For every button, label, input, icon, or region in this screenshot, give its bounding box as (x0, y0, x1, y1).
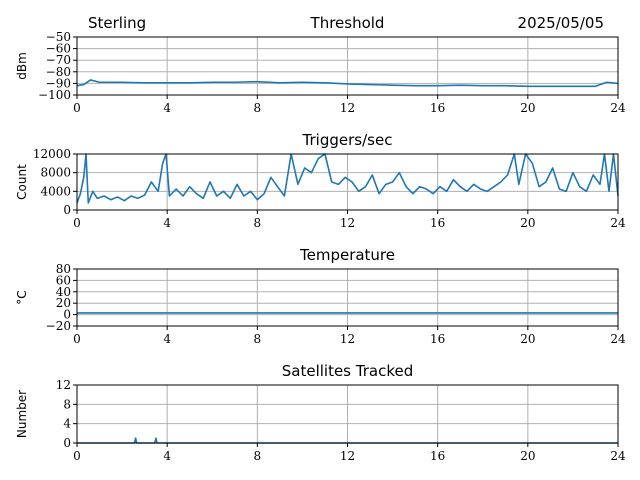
triggers-sec-x-tick-label: 16 (430, 216, 445, 230)
triggers-sec-panel: 0 4 8 12 16 20 24 0 4000 8000 12000 Triggers/sec Cou… (15, 131, 626, 230)
temperature-y-tick-label: 40 (56, 285, 71, 299)
threshold-x-tick-label: 12 (340, 101, 355, 115)
temperature-y-tick-label: −20 (46, 319, 71, 333)
satellites-tracked-y-tick-label: 12 (56, 378, 71, 392)
satellites-tracked-x-tick-label: 0 (73, 449, 81, 463)
threshold-y-tick-label: −80 (46, 65, 71, 79)
triggers-sec-x-tick-label: 20 (520, 216, 535, 230)
threshold-y-tick-label: −50 (46, 30, 71, 44)
threshold-x-tick-label: 0 (73, 101, 81, 115)
threshold-series-line (76, 79, 619, 88)
triggers-sec-x-tick-label: 24 (610, 216, 626, 230)
temperature-y-tick-label: 20 (56, 296, 71, 310)
threshold-x-tick-label: 24 (610, 101, 626, 115)
satellites-tracked-y-tick-label: 4 (63, 417, 71, 431)
temperature-y-axis-label: °C (15, 290, 29, 304)
triggers-sec-y-tick-label: 0 (63, 203, 71, 217)
triggers-sec-x-tick-label: 4 (163, 216, 171, 230)
temperature-x-tick-label: 4 (163, 332, 171, 346)
chart-panels: 0 4 8 12 16 20 24 −100−90−80−70−60−50 Threshold d… (15, 14, 626, 463)
satellites-tracked-panel: 0 4 8 12 16 20 24 0 4 8 12 Satellites Tracked Number (15, 362, 626, 463)
triggers-sec-y-axis-label: Count (15, 164, 29, 200)
temperature-y-tick-label: 60 (56, 273, 71, 287)
temperature-x-tick-label: 16 (430, 332, 445, 346)
satellites-tracked-x-tick-label: 24 (610, 449, 626, 463)
threshold-y-tick-label: −70 (46, 53, 71, 67)
threshold-x-tick-label: 4 (163, 101, 171, 115)
satellites-tracked-x-tick-label: 20 (520, 449, 535, 463)
satellites-tracked-y-tick-label: 8 (63, 397, 71, 411)
threshold-x-tick-label: 8 (254, 101, 262, 115)
threshold-y-axis-label: dBm (15, 52, 29, 80)
temperature-x-tick-label: 0 (73, 332, 81, 346)
threshold-y-tick-label: −90 (46, 76, 71, 90)
satellites-tracked-x-tick-label: 16 (430, 449, 445, 463)
temperature-x-tick-label: 24 (610, 332, 626, 346)
date-label: 2025/05/05 (518, 14, 604, 32)
satellites-tracked-y-tick-label: 0 (63, 436, 71, 450)
threshold-y-tick-label: −100 (38, 88, 71, 102)
triggers-sec-y-tick-label: 12000 (33, 147, 71, 161)
threshold-x-tick-label: 20 (520, 101, 535, 115)
threshold-panel: 0 4 8 12 16 20 24 −100−90−80−70−60−50 Threshold d… (15, 14, 626, 115)
threshold-x-tick-label: 16 (430, 101, 445, 115)
temperature-y-tick-label: 80 (56, 262, 71, 276)
triggers-sec-x-tick-label: 0 (73, 216, 81, 230)
triggers-sec-x-tick-label: 8 (254, 216, 262, 230)
threshold-y-tick-label: −60 (46, 42, 71, 56)
temperature-x-tick-label: 12 (340, 332, 355, 346)
satellites-tracked-title: Satellites Tracked (282, 362, 413, 380)
satellites-tracked-y-axis-label: Number (15, 390, 29, 438)
temperature-x-tick-label: 20 (520, 332, 535, 346)
triggers-sec-y-tick-label: 8000 (40, 166, 71, 180)
triggers-sec-y-tick-label: 4000 (40, 184, 71, 198)
station-name: Sterling (88, 14, 146, 32)
triggers-sec-x-tick-label: 12 (340, 216, 355, 230)
satellites-tracked-x-tick-label: 12 (340, 449, 355, 463)
triggers-sec-series-line (76, 153, 619, 204)
temperature-x-tick-label: 8 (254, 332, 262, 346)
triggers-sec-title: Triggers/sec (302, 131, 393, 149)
temperature-title: Temperature (299, 246, 395, 264)
threshold-title: Threshold (310, 14, 385, 32)
satellites-tracked-x-tick-label: 8 (254, 449, 262, 463)
temperature-y-tick-label: 0 (63, 308, 71, 322)
satellites-tracked-x-tick-label: 4 (163, 449, 171, 463)
